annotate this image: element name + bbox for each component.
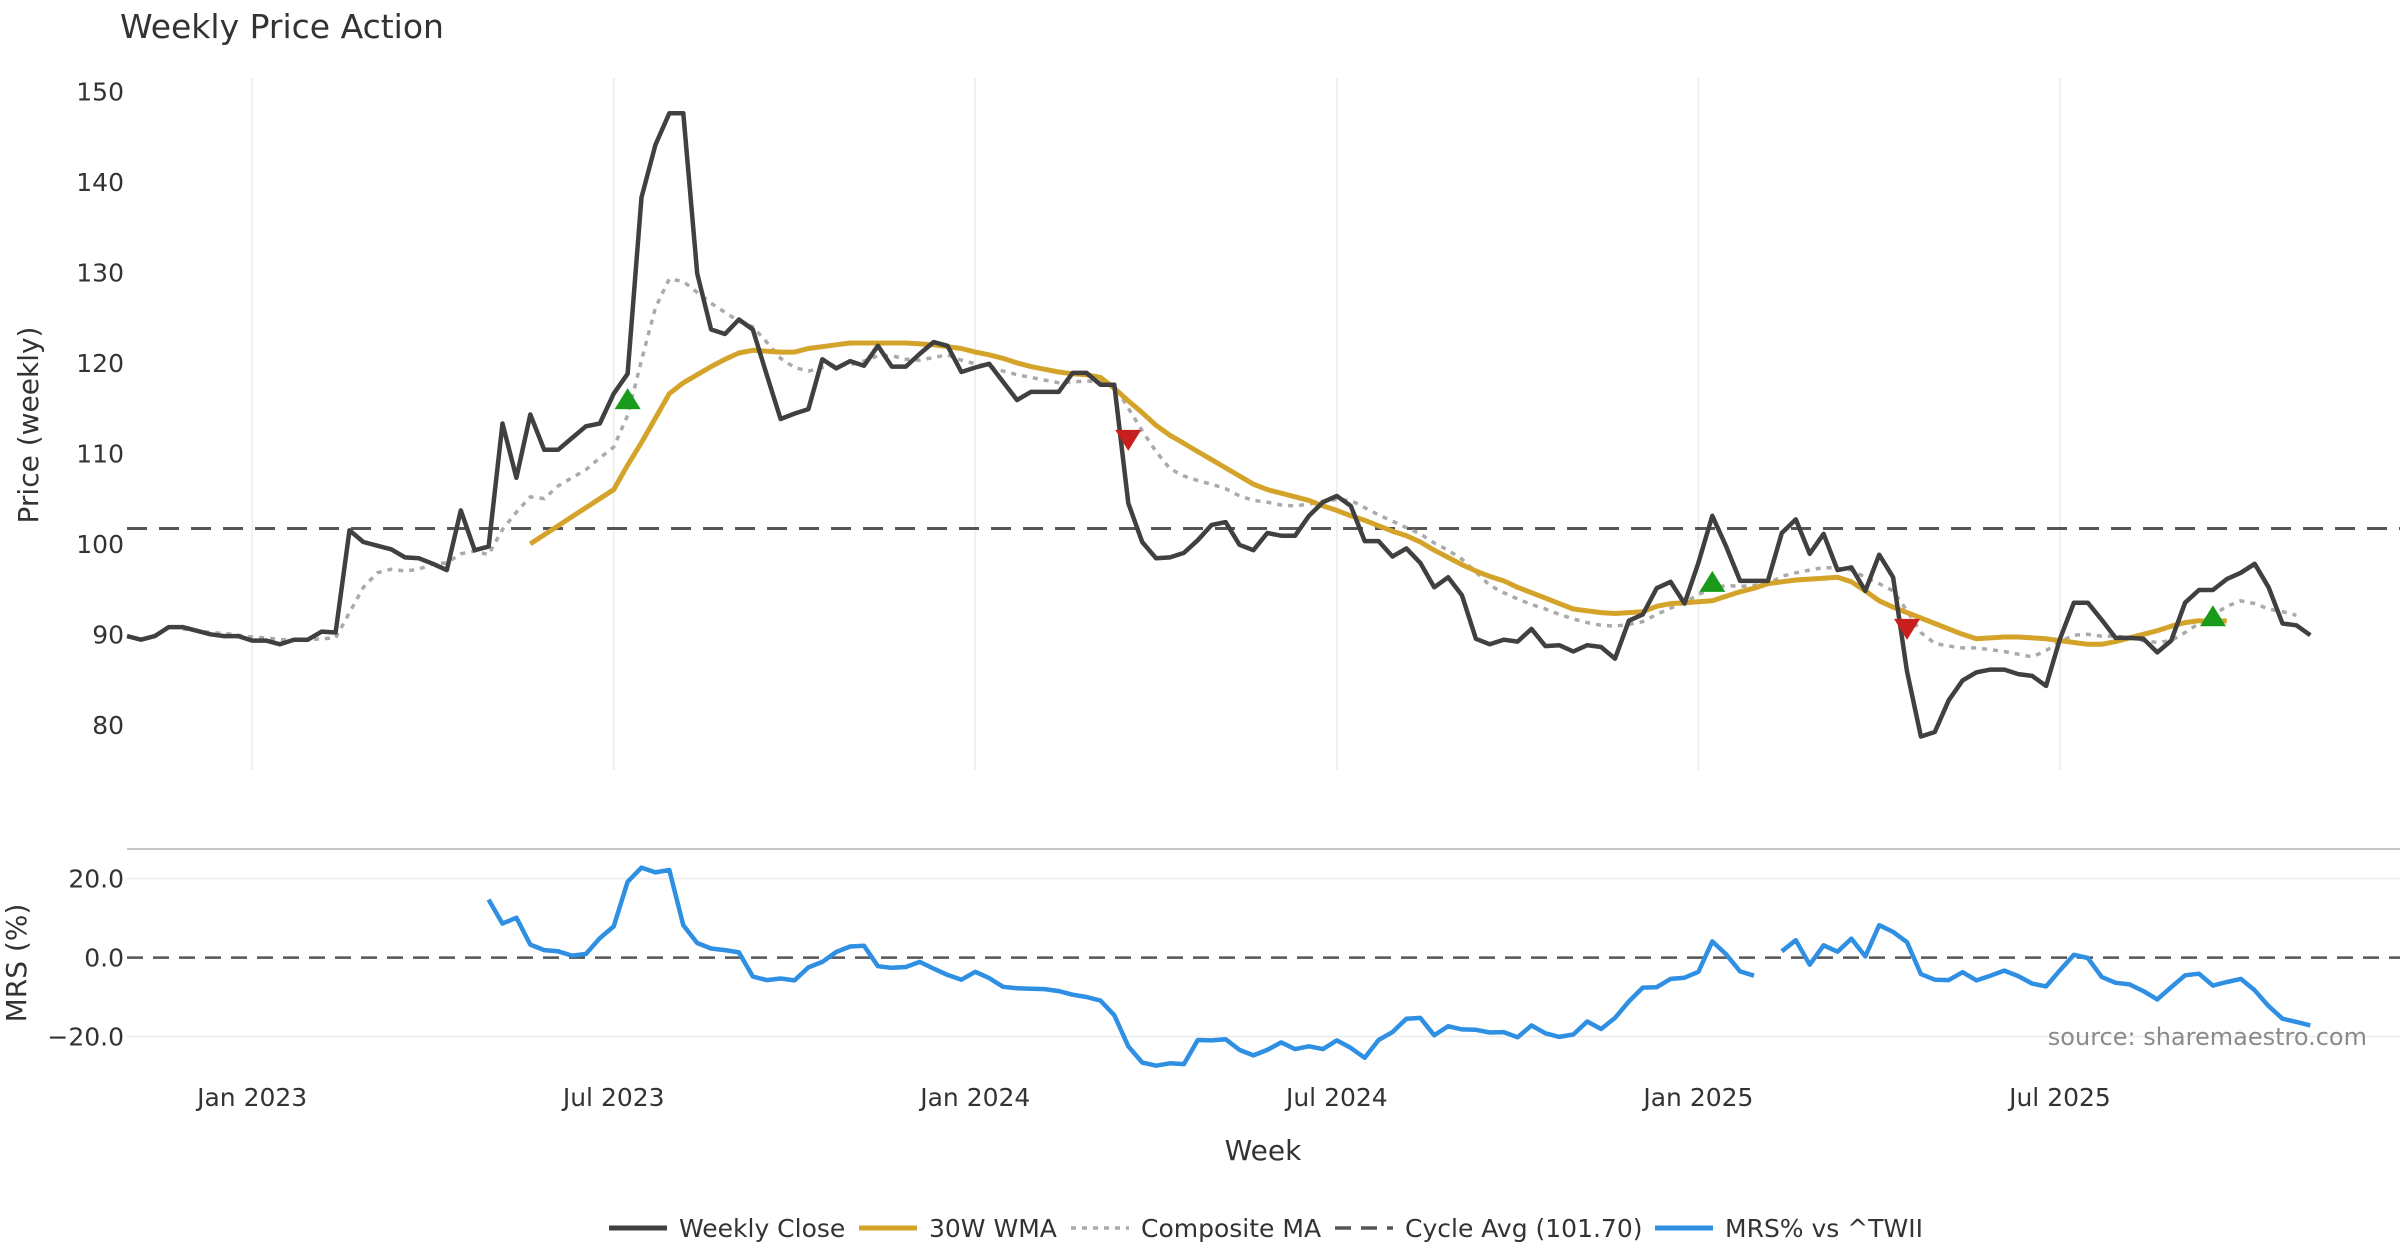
source-note: source: sharemaestro.com — [2048, 1023, 2367, 1051]
legend-label-0: Weekly Close — [679, 1214, 845, 1243]
chart-title: Weekly Price Action — [120, 7, 444, 46]
signal-markers — [614, 388, 2226, 640]
x-tick-5: Jul 2025 — [2007, 1083, 2111, 1112]
x-tick-2: Jan 2024 — [918, 1083, 1030, 1112]
price-y-label: Price (weekly) — [12, 327, 45, 524]
legend-label-4: MRS% vs ^TWII — [1725, 1214, 1923, 1243]
buy-signal-0 — [614, 388, 641, 410]
x-tick-0: Jan 2023 — [195, 1083, 307, 1112]
price-y-ticks: 80 90 100 110 120 130 140 150 — [76, 78, 124, 740]
series-30w-wma — [528, 340, 2227, 647]
price-lines — [126, 111, 2400, 739]
x-tick-1: Jul 2023 — [561, 1083, 665, 1112]
price-y-tick-2: 100 — [76, 530, 124, 559]
mrs-y-label: MRS (%) — [0, 904, 33, 1023]
series-mrs-0 — [486, 865, 2311, 1068]
buy-signal-2 — [2199, 605, 2226, 627]
legend-label-1: 30W WMA — [929, 1214, 1057, 1243]
price-y-tick-7: 150 — [76, 78, 124, 107]
mrs-y-tick-1: 0.0 — [84, 944, 124, 973]
sell-signal-0 — [1115, 429, 1142, 451]
price-y-tick-3: 110 — [76, 439, 124, 468]
legend-label-3: Cycle Avg (101.70) — [1405, 1214, 1643, 1243]
price-y-tick-0: 80 — [92, 711, 124, 740]
buy-signal-1 — [1699, 570, 1726, 592]
legend-label-2: Composite MA — [1141, 1214, 1321, 1243]
sell-signal-1 — [1894, 618, 1920, 640]
series-weekly-close — [126, 111, 2312, 739]
mrs-y-ticks: 20.0 0.0 −20.0 — [47, 865, 124, 1052]
price-y-tick-6: 140 — [76, 168, 124, 197]
mrs-y-tick-2: −20.0 — [47, 1022, 124, 1051]
x-tick-4: Jan 2025 — [1641, 1083, 1753, 1112]
x-axis-label: Week — [1225, 1134, 1302, 1167]
x-tick-3: Jul 2024 — [1284, 1083, 1388, 1112]
price-y-tick-4: 120 — [76, 349, 124, 378]
price-grid — [251, 78, 2061, 770]
mrs-grid — [127, 877, 2400, 1038]
mrs-lines — [486, 865, 2311, 1068]
x-tick-labels: Jan 2023 Jul 2023 Jan 2024 Jul 2024 Jan 2025… — [195, 1083, 2111, 1112]
legend: Weekly Close 30W WMA Composite MA Cycle Avg… — [609, 1214, 1923, 1243]
mrs-y-tick-0: 20.0 — [68, 865, 124, 894]
price-y-tick-5: 130 — [76, 258, 124, 287]
price-y-tick-1: 90 — [92, 620, 124, 649]
